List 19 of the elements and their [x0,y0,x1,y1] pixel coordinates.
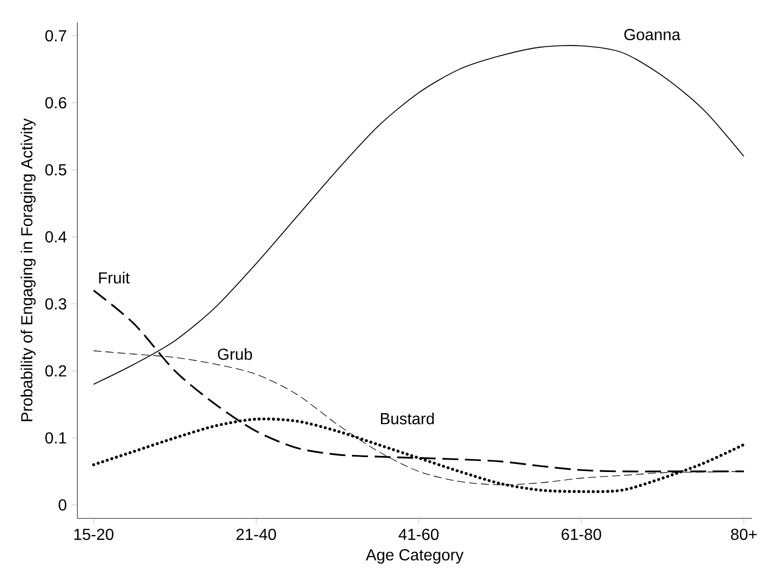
y-tick-label: 0.7 [45,30,66,42]
x-tick-label: 80+ [730,528,757,540]
y-axis-title: Probability of Engaging in Foraging Activity [20,118,36,422]
x-tick-label: 15-20 [74,528,114,540]
x-tick-label: 41-60 [398,528,439,540]
y-tick-label: 0.3 [45,298,66,310]
series-label: Goanna [624,28,680,40]
series-label: Grub [218,348,252,360]
y-tick-label: 0 [58,499,66,511]
y-tick-label: 0.4 [45,231,67,242]
y-tick-label: 0.1 [45,432,66,444]
x-axis-title: Age Category [366,549,464,564]
y-tick-label: 0.6 [45,97,66,108]
x-tick-label: 61-80 [562,528,602,540]
series-label: Fruit [99,272,130,284]
x-tick-label: 21-40 [236,528,276,540]
series-label: Bustard [381,412,434,424]
y-tick-label: 0.5 [45,164,66,176]
y-tick-label: 0.2 [45,365,66,377]
